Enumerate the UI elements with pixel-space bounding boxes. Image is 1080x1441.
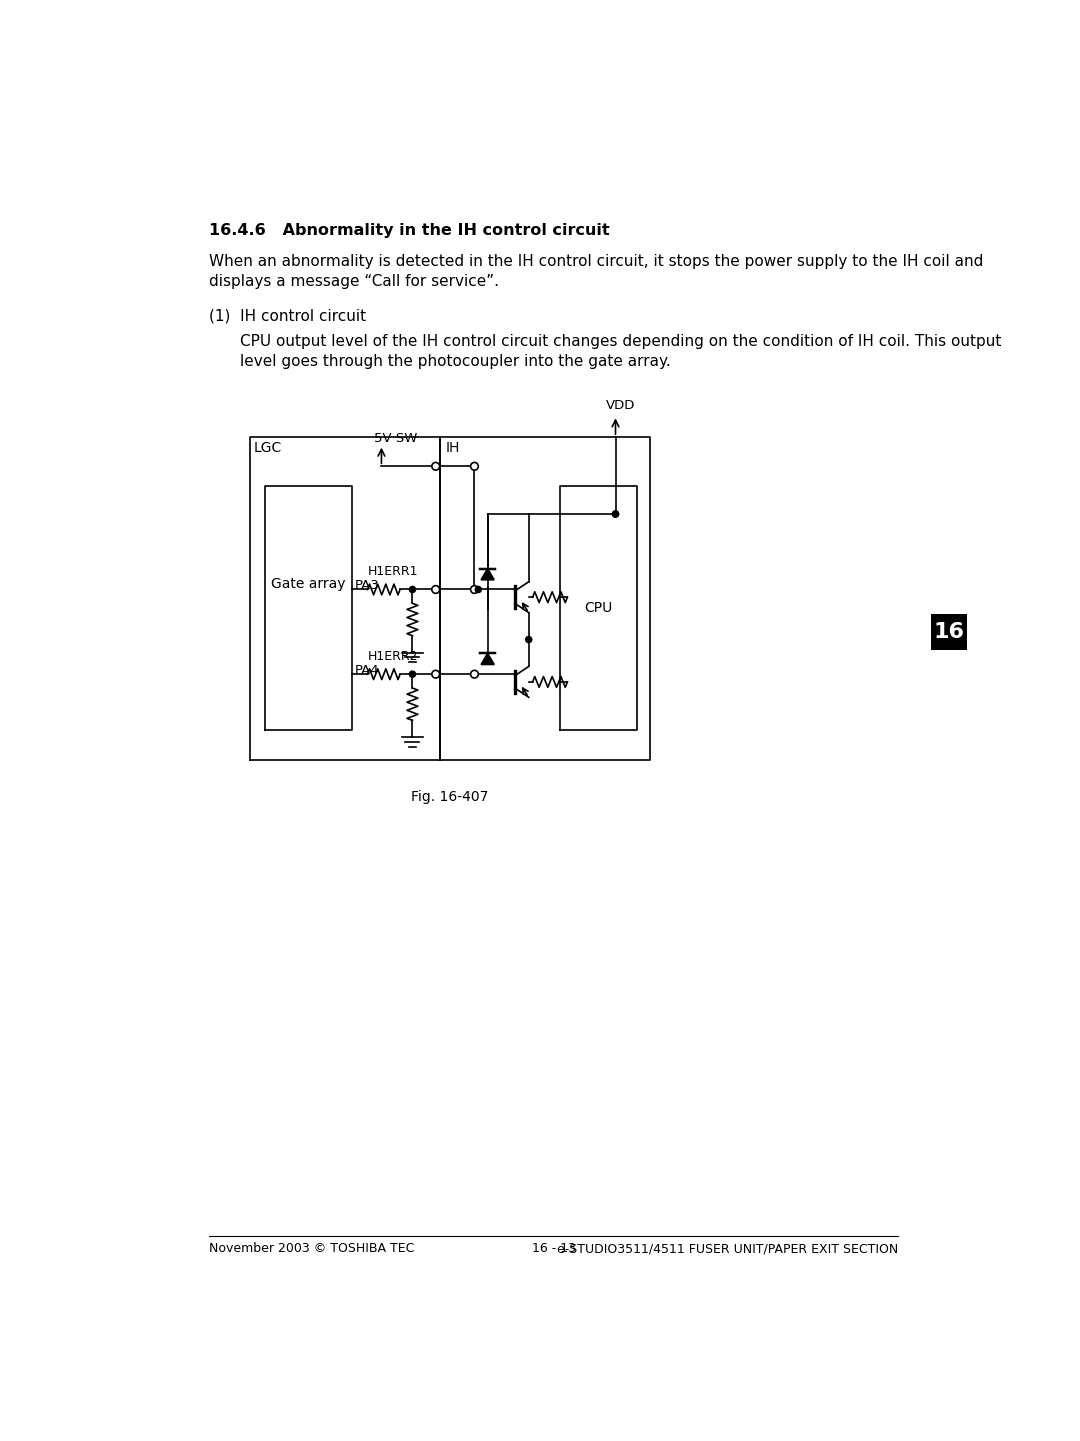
Text: November 2003 © TOSHIBA TEC: November 2003 © TOSHIBA TEC (208, 1242, 414, 1255)
Circle shape (471, 585, 478, 594)
Text: Gate array: Gate array (271, 578, 346, 591)
Polygon shape (481, 653, 495, 664)
Circle shape (432, 585, 440, 594)
Circle shape (432, 670, 440, 679)
Text: H1ERR2: H1ERR2 (367, 650, 418, 663)
Text: 16: 16 (933, 623, 964, 641)
Text: CPU output level of the IH control circuit changes depending on the condition of: CPU output level of the IH control circu… (240, 334, 1001, 349)
Circle shape (409, 672, 416, 677)
Circle shape (526, 637, 531, 643)
Text: IH: IH (446, 441, 460, 455)
Text: When an abnormality is detected in the IH control circuit, it stops the power su: When an abnormality is detected in the I… (208, 254, 983, 269)
Text: e-STUDIO3511/4511 FUSER UNIT/PAPER EXIT SECTION: e-STUDIO3511/4511 FUSER UNIT/PAPER EXIT … (557, 1242, 899, 1255)
Circle shape (432, 463, 440, 470)
Circle shape (612, 512, 619, 517)
Text: PA4: PA4 (354, 664, 379, 677)
Text: 5V SW: 5V SW (374, 432, 417, 445)
Text: H1ERR1: H1ERR1 (367, 565, 418, 578)
Text: LGC: LGC (254, 441, 282, 455)
Text: level goes through the photocoupler into the gate array.: level goes through the photocoupler into… (240, 354, 671, 369)
Circle shape (471, 463, 478, 470)
Text: 16.4.6   Abnormality in the IH control circuit: 16.4.6 Abnormality in the IH control cir… (208, 223, 609, 238)
Circle shape (475, 586, 482, 592)
Text: 16 - 13: 16 - 13 (531, 1242, 576, 1255)
Text: VDD: VDD (606, 399, 635, 412)
Polygon shape (481, 569, 495, 579)
Circle shape (409, 586, 416, 592)
Text: CPU: CPU (584, 601, 612, 614)
Circle shape (471, 670, 478, 679)
Text: (1)  IH control circuit: (1) IH control circuit (208, 308, 366, 323)
Text: displays a message “Call for service”.: displays a message “Call for service”. (208, 274, 499, 288)
Polygon shape (931, 614, 967, 650)
Text: PA3: PA3 (354, 579, 379, 592)
Circle shape (612, 512, 619, 517)
Text: Fig. 16-407: Fig. 16-407 (411, 790, 489, 804)
